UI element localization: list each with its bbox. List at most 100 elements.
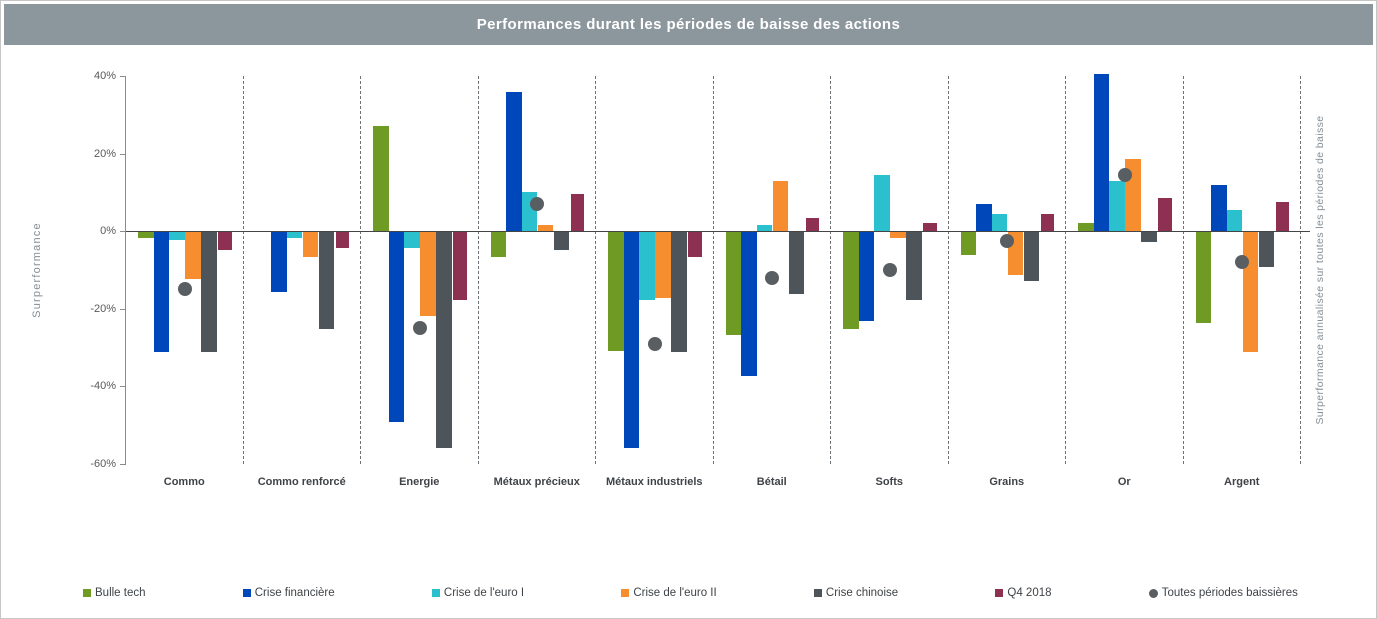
zero-gridline [126, 231, 1301, 232]
bar-segment [1195, 232, 1211, 324]
legend-square-marker-icon [242, 589, 251, 597]
bar-segment [404, 232, 420, 248]
chart-title: Performances durant les périodes de bais… [476, 16, 901, 33]
bar-segment [1275, 202, 1289, 232]
legend-item: Crise de l'euro I [431, 587, 525, 599]
category-group: Argent [1184, 76, 1301, 488]
bar-segment [1226, 209, 1242, 232]
bar-segment [218, 232, 232, 250]
bar-segment [335, 232, 349, 248]
point-marker [1000, 233, 1015, 248]
bar-segment [373, 126, 389, 232]
x-category-label: Or [1117, 476, 1131, 488]
chart-title-bar: Performances durant les périodes de bais… [4, 4, 1373, 45]
category-group: Softs [831, 76, 949, 488]
y-axis-label-right: Surperformance annualisée sur toutes les… [1314, 115, 1326, 425]
bar-segment [843, 232, 859, 330]
legend-item-label: Crise financière [254, 587, 335, 599]
bar-segment [858, 232, 874, 322]
point-marker [882, 263, 897, 277]
legend-square-marker-icon [83, 589, 91, 597]
y-axis-line [125, 76, 126, 464]
category-group: Or [1066, 74, 1184, 488]
legend-item-label: Q4 2018 [1007, 587, 1052, 599]
legend-circle-marker-icon [1148, 588, 1158, 598]
y-tick-mark [120, 464, 126, 465]
legend-item-label: Bulle tech [95, 587, 146, 599]
bar-segment [537, 225, 553, 232]
bar-segment [1040, 213, 1054, 232]
category-group: Energie [361, 76, 479, 488]
category-group: Métaux industriels [596, 76, 714, 488]
bar-segment [1141, 232, 1157, 242]
point-marker [1235, 255, 1250, 270]
bar-segment [805, 217, 819, 232]
y-tick-mark [120, 153, 126, 155]
bar-segment [490, 232, 506, 258]
bar-segment [302, 232, 318, 258]
bar-segment [271, 232, 287, 293]
bar-segment [756, 225, 772, 232]
y-axis-label-left: Surperformance [31, 222, 43, 318]
y-tick-mark [120, 386, 126, 388]
bar-segment [1023, 232, 1039, 281]
category-group: Commo renforcé [244, 76, 361, 488]
x-category-label: Métaux industriels [605, 476, 703, 488]
bar-segment [960, 232, 976, 256]
bar-segment [1242, 232, 1258, 353]
point-marker [765, 270, 780, 285]
bar-segment [420, 232, 436, 316]
bar-segment [655, 232, 671, 299]
legend-item: Toutes périodes baissières [1148, 587, 1298, 599]
bar-segment [688, 232, 702, 258]
bar-segment [741, 232, 757, 376]
y-tick-label: -40% [90, 380, 116, 393]
bar-segment [1093, 74, 1109, 232]
x-category-label: Softs [875, 476, 904, 488]
y-tick-label: 20% [93, 147, 116, 160]
x-category-label: Argent [1224, 476, 1260, 488]
bar-segment [772, 180, 788, 232]
bar-segment [436, 232, 452, 448]
bar-segment [788, 232, 804, 295]
legend-item-label: Toutes périodes baissières [1161, 587, 1298, 599]
y-tick-label: -60% [90, 458, 116, 470]
y-tick-mark [120, 308, 126, 310]
category-group: Métaux précieux [479, 76, 596, 488]
legend-item-label: Crise chinoise [825, 587, 899, 599]
bar-segment [506, 91, 522, 232]
x-category-label: Commo [163, 476, 205, 488]
bar-segment [1078, 223, 1094, 232]
bar-segment [286, 232, 302, 238]
bar-segment [623, 232, 639, 448]
point-marker [1117, 167, 1132, 182]
bar-segment [1109, 180, 1125, 232]
category-group: Bétail [714, 76, 831, 488]
legend-square-marker-icon [995, 589, 1004, 597]
legend-item: Bulle tech [83, 587, 146, 599]
x-category-label: Energie [399, 476, 440, 488]
point-marker [412, 321, 427, 336]
bar-segment [906, 232, 922, 301]
legend-square-marker-icon [813, 589, 822, 597]
y-tick-label: -20% [90, 302, 116, 315]
y-tick-mark [120, 76, 126, 77]
bar-segment [991, 213, 1007, 232]
bar-segment [671, 232, 687, 353]
y-tick-label: 40% [93, 70, 116, 82]
bar-segment [1158, 198, 1172, 232]
legend-item: Crise chinoise [813, 587, 899, 599]
x-category-label: Bétail [756, 476, 787, 488]
bar-segment [725, 232, 741, 335]
x-category-label: Métaux précieux [493, 476, 580, 488]
x-category-label: Grains [989, 476, 1025, 488]
y-tick-label: 0% [100, 225, 116, 238]
bar-segment [388, 232, 404, 423]
category-group: Commo [126, 76, 244, 488]
legend-item: Crise de l'euro II [621, 587, 717, 599]
bar-segment [874, 174, 890, 232]
category-group: Grains [949, 76, 1066, 488]
legend-item-label: Crise de l'euro I [443, 587, 525, 599]
bar-segment [153, 232, 169, 353]
bar-segment [639, 232, 655, 301]
